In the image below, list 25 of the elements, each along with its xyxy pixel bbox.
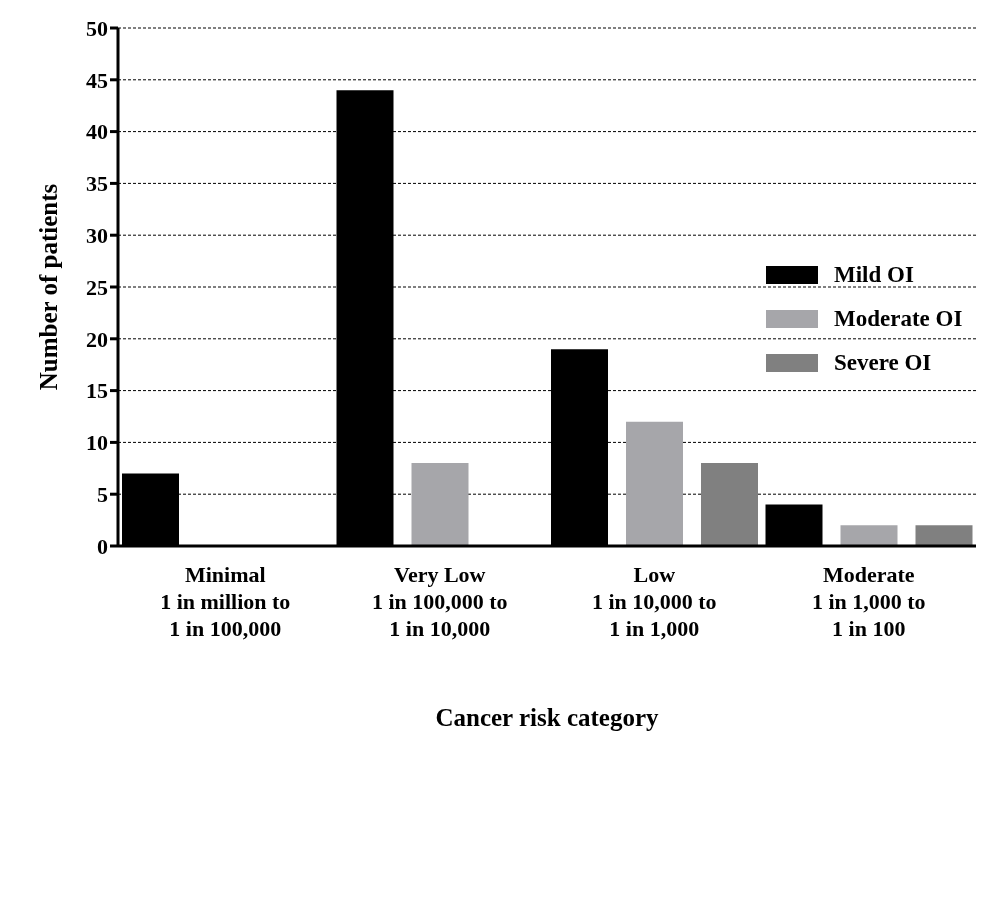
bar bbox=[915, 525, 973, 546]
bar bbox=[840, 525, 898, 546]
y-tick-label: 10 bbox=[86, 430, 108, 456]
y-tick-label: 45 bbox=[86, 67, 108, 93]
x-tick-label: Very Low 1 in 100,000 to 1 in 10,000 bbox=[371, 562, 508, 641]
y-tick-label: 5 bbox=[97, 482, 108, 508]
y-tick-label: 40 bbox=[86, 119, 108, 145]
legend-label: Moderate OI bbox=[834, 306, 963, 332]
bar bbox=[411, 463, 469, 546]
y-tick-label: 20 bbox=[86, 326, 108, 352]
y-tick-label: 50 bbox=[86, 15, 108, 41]
y-tick-label: 0 bbox=[97, 533, 108, 559]
bar bbox=[701, 463, 758, 546]
legend-label: Mild OI bbox=[834, 262, 914, 288]
legend-label: Severe OI bbox=[834, 350, 932, 376]
x-tick-label: Moderate 1 in 1,000 to 1 in 100 bbox=[811, 562, 926, 641]
bar bbox=[626, 421, 683, 546]
y-tick-label: 35 bbox=[86, 171, 108, 197]
x-tick-label: Minimal 1 in million to 1 in 100,000 bbox=[160, 562, 291, 641]
x-tick-label: Low 1 in 10,000 to 1 in 1,000 bbox=[591, 562, 717, 641]
x-axis-title: Cancer risk category bbox=[435, 704, 660, 731]
y-tick-label: 30 bbox=[86, 223, 108, 249]
y-tick-label: 15 bbox=[86, 378, 108, 404]
y-axis-title: Number of patients bbox=[34, 183, 62, 391]
y-tick-label: 25 bbox=[86, 274, 108, 300]
